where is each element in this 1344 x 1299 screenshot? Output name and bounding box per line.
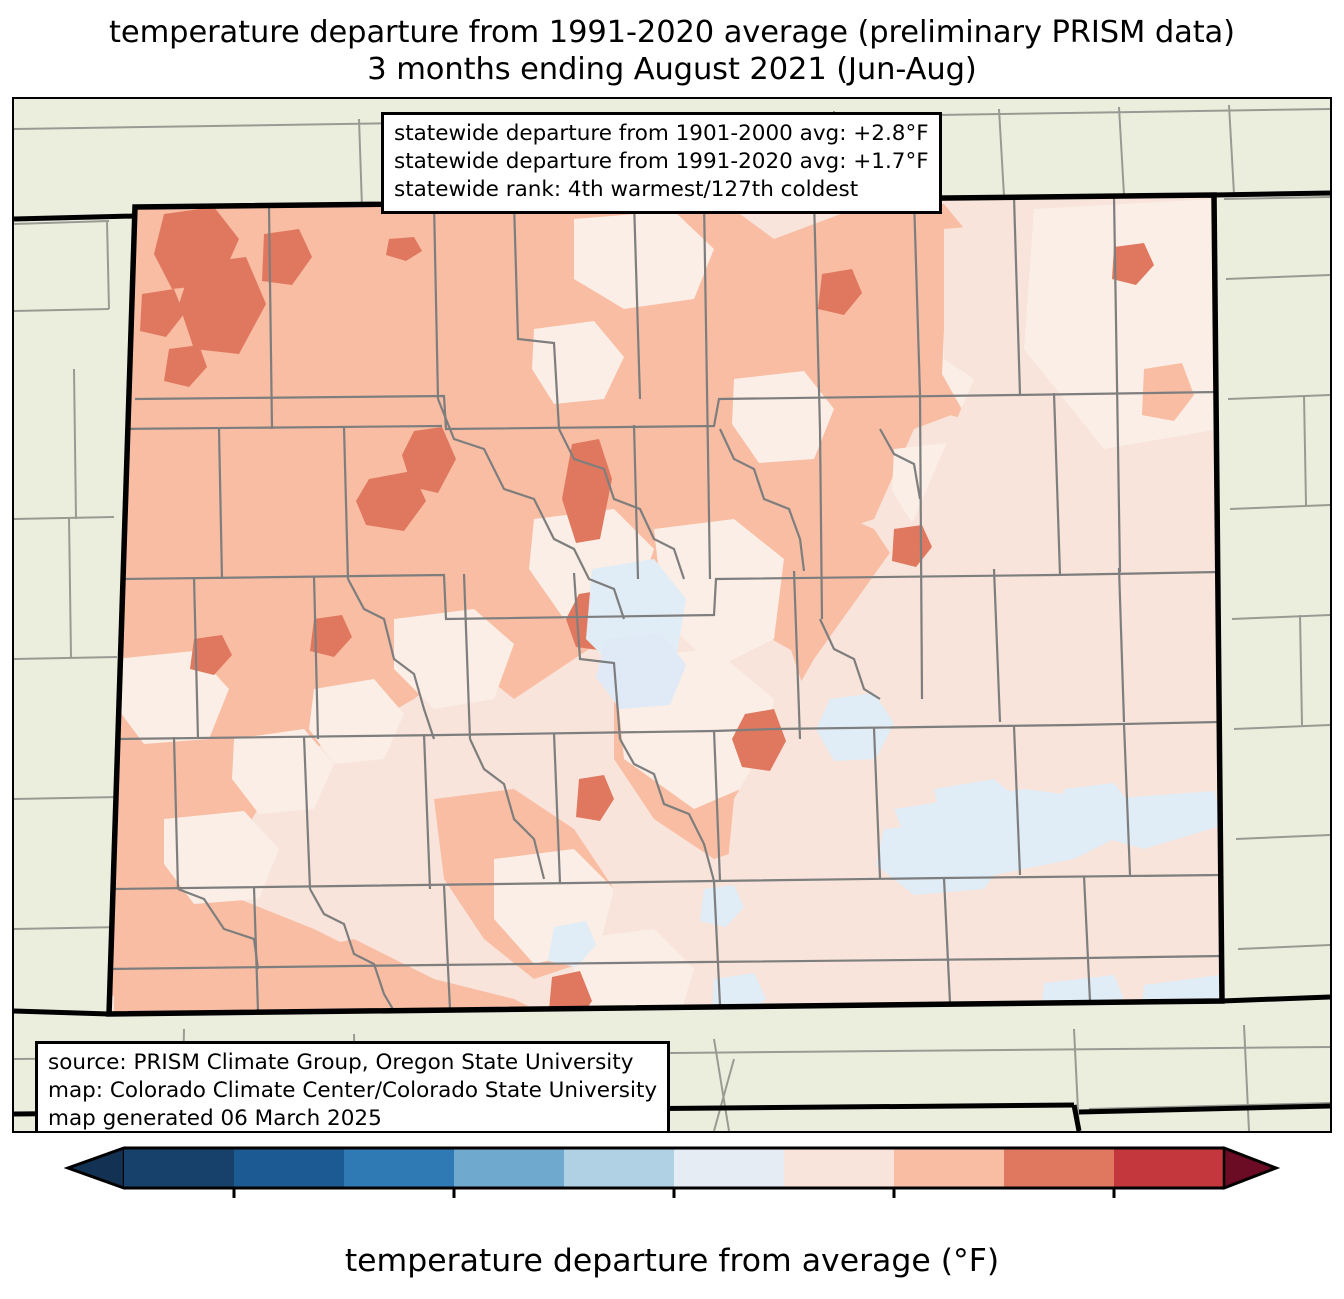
statewide-stats-box: statewide departure from 1901-2000 avg: … <box>381 112 942 214</box>
colorbar-band <box>784 1148 894 1188</box>
colorbar-band <box>454 1148 564 1188</box>
colorbar-band <box>1114 1148 1224 1188</box>
source-line-1: source: PRISM Climate Group, Oregon Stat… <box>48 1050 634 1075</box>
colorbar-band-group <box>63 1146 1281 1190</box>
source-line-2: map: Colorado Climate Center/Colorado St… <box>48 1077 658 1103</box>
title-line-2: 3 months ending August 2021 (Jun-Aug) <box>367 52 977 88</box>
colorbar-band <box>234 1148 344 1188</box>
colorbar-under-arrow <box>64 1146 126 1190</box>
colorbar-band <box>564 1148 674 1188</box>
source-line-3: map generated 06 March 2025 <box>48 1105 382 1131</box>
colorbar-band <box>124 1148 234 1188</box>
colorbar-band <box>894 1148 1004 1188</box>
map-panel: statewide departure from 1901-2000 avg: … <box>12 97 1332 1133</box>
source-attribution-box: source: PRISM Climate Group, Oregon Stat… <box>35 1041 671 1131</box>
temperature-departure-shading <box>109 195 1222 1014</box>
colorbar-outline <box>63 1146 1281 1190</box>
county-boundaries <box>109 195 1222 1012</box>
colorbar-axis-label: temperature departure from average (°F) <box>344 1243 1000 1279</box>
colorbar-legend: −8−4048 <box>0 1140 1344 1299</box>
stats-line-3: statewide rank: 4th warmest/127th coldes… <box>394 176 859 202</box>
stats-line-2: statewide departure from 1991-2020 avg: … <box>394 148 929 174</box>
colorbar-band <box>1004 1148 1114 1188</box>
colorbar-tick-marks <box>232 1188 1116 1198</box>
colorbar-band <box>344 1148 454 1188</box>
colorbar-swatches <box>63 1146 1281 1198</box>
colorado-temperature-departure-map <box>14 99 1330 1131</box>
stats-line-1: statewide departure from 1901-2000 avg: … <box>394 121 929 146</box>
colorbar-band <box>674 1148 784 1188</box>
title-line-1: temperature departure from 1991-2020 ave… <box>109 15 1235 50</box>
page-title: temperature departure from 1991-2020 ave… <box>0 14 1344 88</box>
colorbar-over-arrow <box>1222 1146 1280 1190</box>
